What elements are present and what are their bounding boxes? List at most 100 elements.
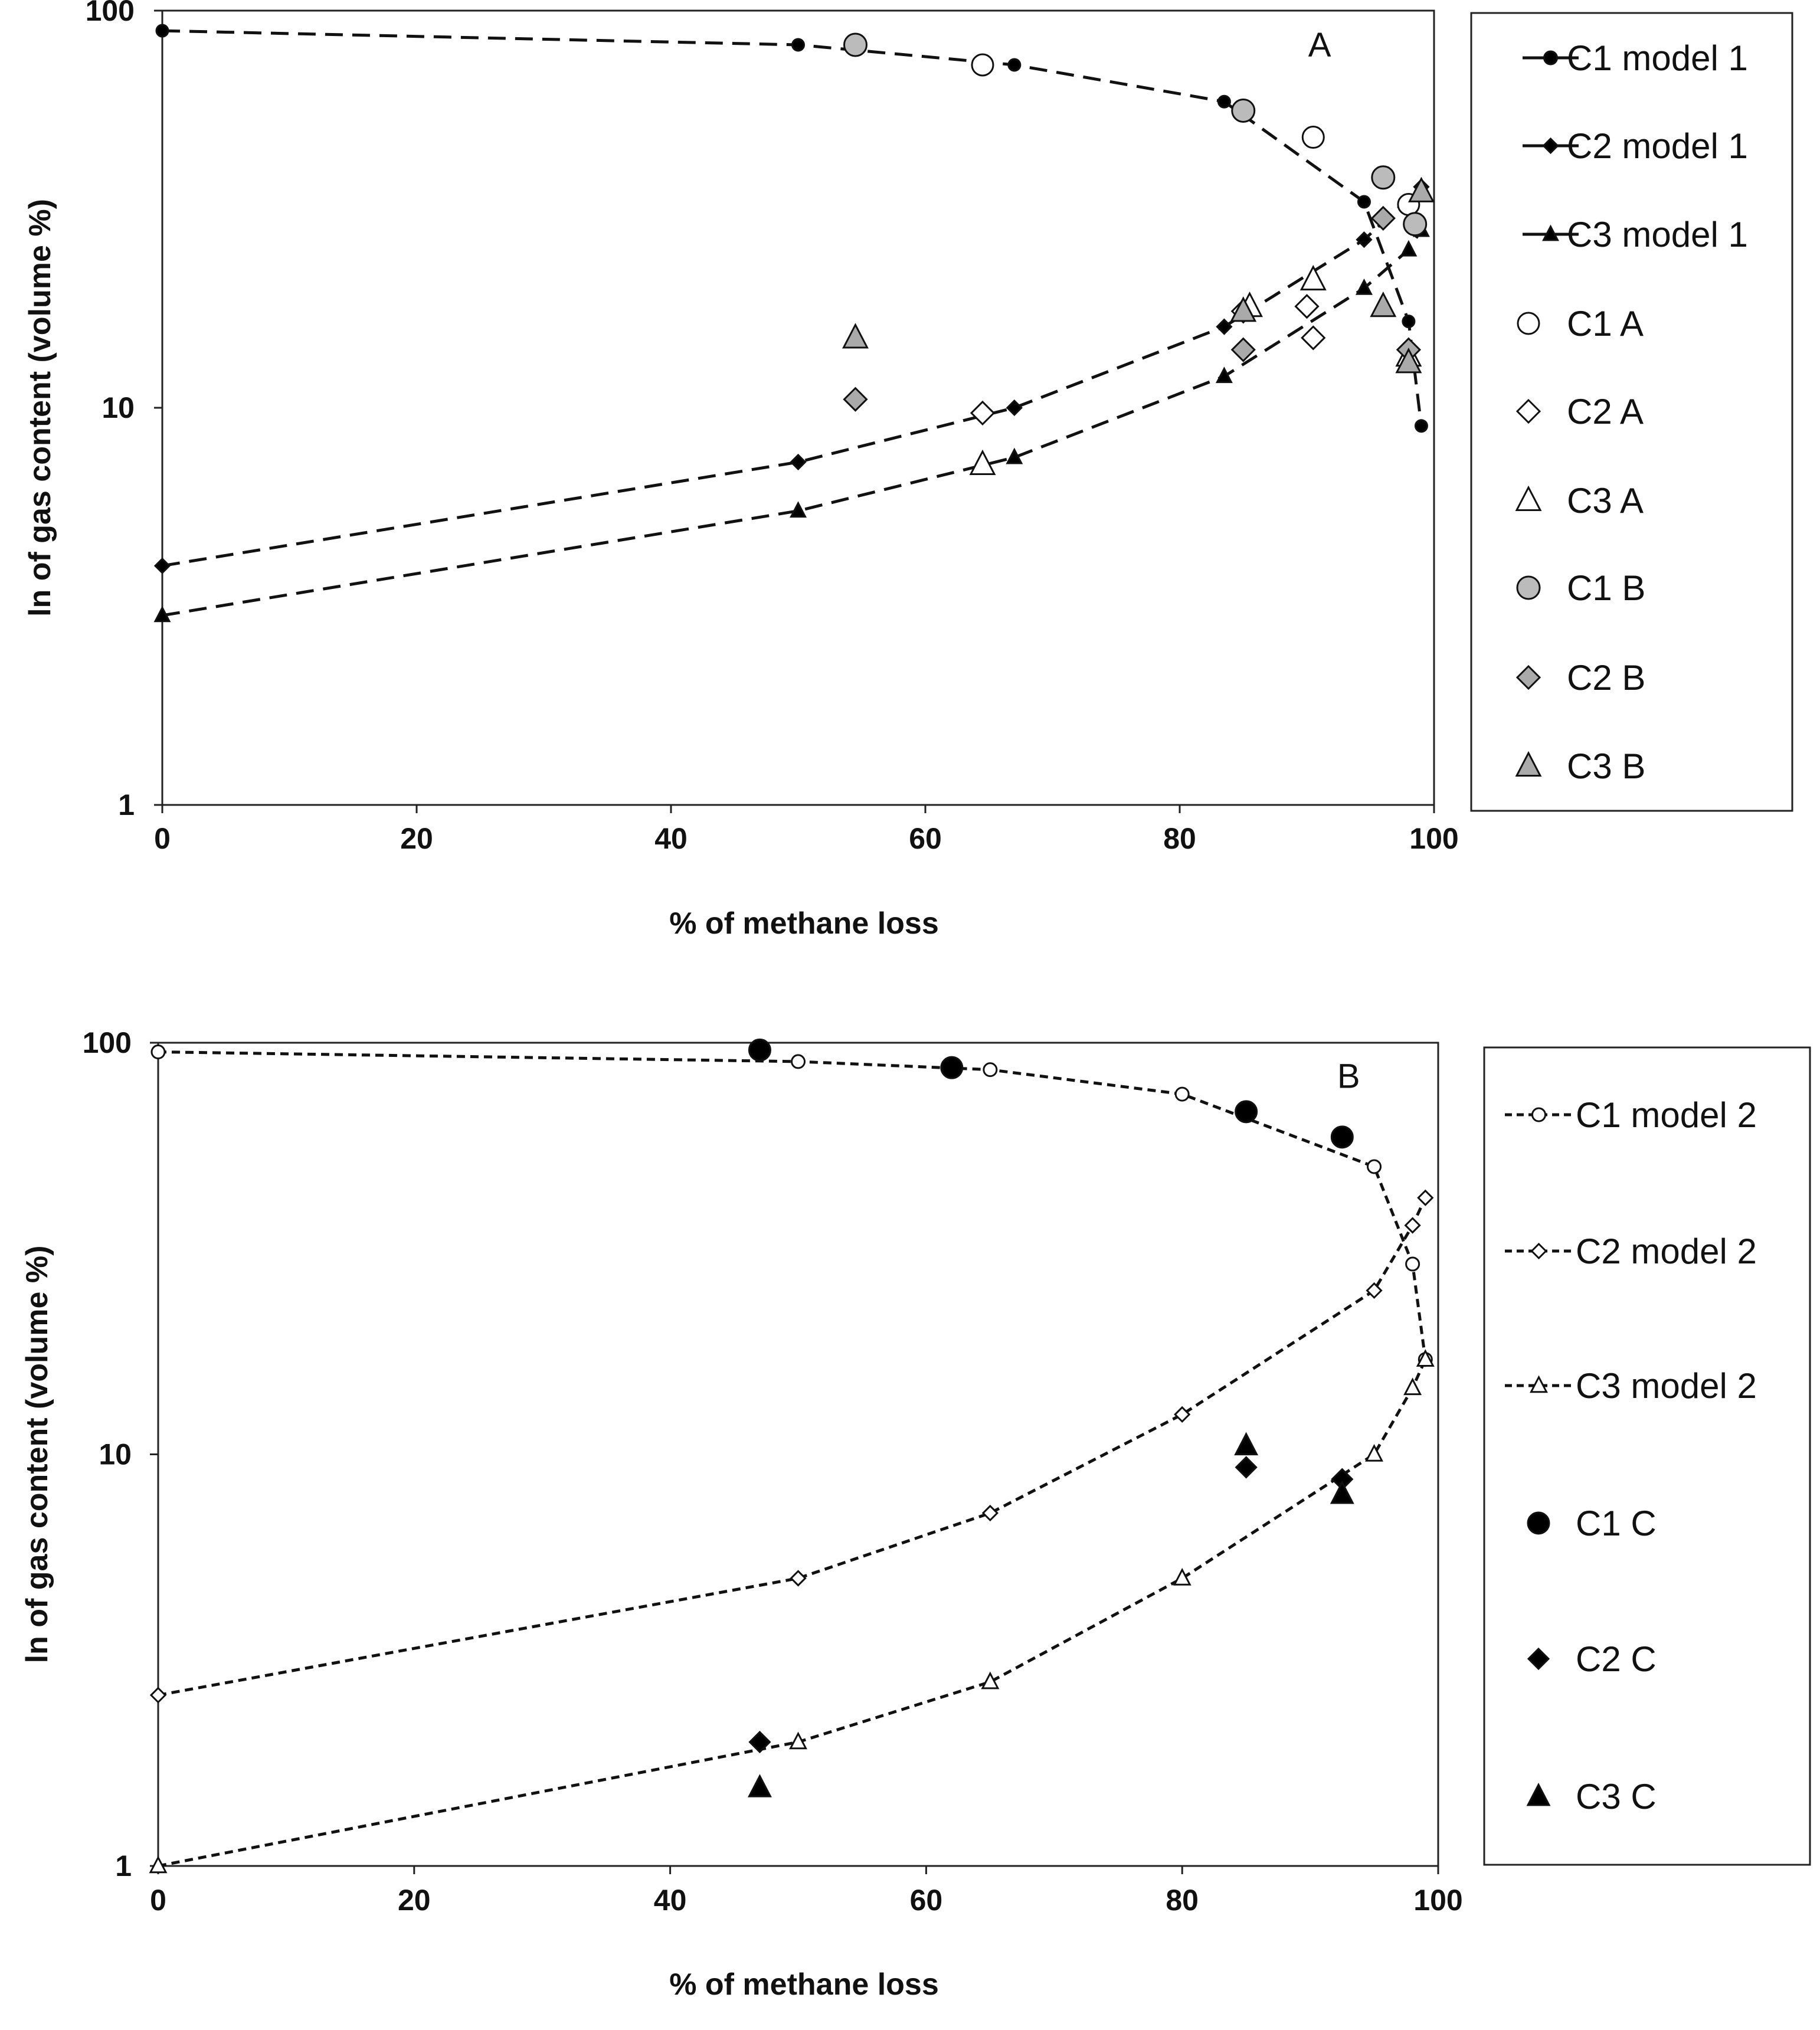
series-line-c2-model-1	[162, 185, 1423, 568]
legend-entry-c3-b: C3 B	[1515, 746, 1645, 786]
legend-marker-swatch	[1530, 1375, 1548, 1393]
x-tick-label: 0	[154, 822, 171, 855]
data-point-c1-a	[1301, 126, 1325, 149]
data-point-c1-model-1	[155, 24, 169, 38]
data-point-c1-model-1	[1414, 419, 1428, 433]
legend-label: C2 C	[1576, 1639, 1657, 1679]
data-point-c2-a	[1294, 294, 1320, 319]
y-tick-label: 10	[99, 1438, 132, 1471]
data-point-c1-a	[971, 53, 994, 77]
data-point-c3-model-2	[981, 1671, 1000, 1690]
data-point-c1-model-1	[1007, 58, 1022, 72]
data-point-c2-model-1	[1356, 231, 1373, 248]
legend-marker-swatch	[1516, 575, 1541, 600]
data-point-c1-c	[940, 1056, 964, 1079]
y-tick-label: 10	[102, 391, 135, 424]
data-point-c3-model-1	[790, 501, 807, 518]
legend-marker-swatch	[1527, 1647, 1550, 1671]
legend-label: C2 B	[1567, 658, 1645, 698]
series-c1-b	[843, 32, 1428, 237]
legend-entry-c1-model-1: C1 model 1	[1523, 38, 1748, 78]
legend-label: C1 B	[1567, 568, 1645, 608]
data-point-c2-model-2	[1366, 1282, 1383, 1299]
x-axis-title: % of methane loss	[669, 1967, 939, 2002]
data-point-c1-model-2	[150, 1045, 166, 1060]
legend-entry-c3-c: C3 C	[1526, 1777, 1657, 1816]
data-point-c3-b	[1370, 291, 1397, 317]
data-point-c2-model-2	[1174, 1406, 1191, 1423]
x-tick-label: 40	[654, 822, 688, 855]
legend-marker-swatch	[1515, 751, 1542, 777]
legend-marker-swatch	[1517, 312, 1540, 335]
legend-marker-swatch	[1515, 398, 1541, 424]
chart-panel-a: 0 20 40 60 80 100 1 10 100 % of methane loss ln of…	[23, 0, 1793, 941]
data-point-c3-c	[1234, 1432, 1259, 1456]
data-point-c2-model-1	[790, 453, 807, 471]
data-point-c2-model-1	[153, 557, 171, 574]
data-point-c3-b	[842, 323, 869, 349]
data-point-c2-b	[1230, 337, 1256, 362]
data-point-c1-c	[1330, 1125, 1354, 1149]
legend-entry-c3-a: C3 A	[1515, 481, 1644, 520]
legend-label: C1 model 2	[1576, 1095, 1757, 1135]
legend-entry-c1-c: C1 C	[1527, 1504, 1657, 1543]
data-point-c1-model-1	[791, 38, 805, 52]
legend-marker-swatch	[1526, 1782, 1551, 1806]
legend-marker-swatch	[1531, 1107, 1546, 1122]
data-point-c1-c	[1235, 1100, 1258, 1124]
data-point-c2-model-2	[1417, 1189, 1434, 1206]
data-point-c3-b	[1395, 348, 1422, 374]
legend-entry-c2-a: C2 A	[1515, 392, 1644, 431]
x-tick-label: 40	[654, 1884, 687, 1917]
panel-letter-a: A	[1308, 26, 1331, 64]
x-tick-label: 80	[1163, 822, 1196, 855]
data-point-c1-b	[1371, 165, 1396, 190]
legend-label: C3 B	[1567, 746, 1645, 786]
data-point-c3-model-1	[153, 605, 171, 623]
x-tick-label: 0	[150, 1884, 166, 1917]
legend-entry-c3-model-2: C3 model 2	[1505, 1366, 1757, 1406]
data-point-c1-b	[1231, 98, 1256, 123]
y-axis-title: ln of gas content (volume %)	[20, 1246, 54, 1664]
data-point-c3-model-2	[1365, 1443, 1384, 1462]
data-point-c2-b	[843, 387, 868, 412]
data-point-c3-b	[1407, 176, 1435, 202]
x-tick-label: 60	[910, 1884, 943, 1917]
x-tick-label: 20	[398, 1884, 431, 1917]
x-axis-title: % of methane loss	[669, 906, 939, 941]
legend-marker-swatch	[1543, 50, 1558, 66]
legend-entry-c2-c: C2 C	[1527, 1639, 1657, 1679]
legend-entry-c1-b: C1 B	[1516, 568, 1645, 608]
data-point-c3-model-2	[149, 1855, 168, 1874]
data-point-c2-c	[748, 1730, 771, 1754]
legend-entry-c1-a: C1 A	[1517, 304, 1644, 343]
series-c3-model-2	[149, 1349, 1435, 1874]
data-point-c3-model-2	[1403, 1377, 1422, 1396]
data-point-c1-model-1	[1402, 315, 1416, 329]
chart-panel-b: 0 20 40 60 80 100 1 10 100 % of methane loss ln of…	[20, 1026, 1811, 2002]
data-point-c1-b	[1403, 212, 1428, 237]
series-c1-a	[971, 53, 1420, 217]
legend-entry-c2-model-2: C2 model 2	[1505, 1232, 1757, 1271]
series-c2-model-2	[149, 1189, 1434, 1704]
legend-label: C3 A	[1567, 481, 1644, 520]
legend-marker-swatch	[1515, 485, 1542, 511]
data-point-c1-model-1	[1357, 195, 1371, 209]
y-tick-label: 1	[118, 788, 135, 821]
legend-label: C3 model 2	[1576, 1366, 1757, 1406]
data-point-c1-model-2	[791, 1054, 806, 1069]
series-c3-c	[747, 1432, 1354, 1797]
data-point-c3-model-2	[1173, 1567, 1191, 1586]
series-c1-c	[748, 1038, 1354, 1149]
data-point-c2-a	[970, 400, 996, 426]
x-tick-label: 100	[1413, 1884, 1462, 1917]
legend-entry-c3-model-1: C3 model 1	[1523, 215, 1748, 254]
data-point-c2-model-2	[1404, 1217, 1421, 1234]
legend-entry-c2-model-1: C2 model 1	[1523, 126, 1748, 166]
series-c2-c	[748, 1456, 1354, 1754]
data-point-c2-model-2	[790, 1570, 807, 1587]
x-tick-label: 100	[1409, 822, 1458, 855]
data-point-c1-model-2	[983, 1062, 998, 1078]
panel-letter-b: B	[1337, 1057, 1360, 1095]
